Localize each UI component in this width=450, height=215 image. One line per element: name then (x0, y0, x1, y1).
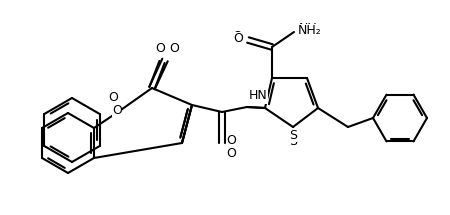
Text: O: O (108, 91, 118, 104)
Text: NH₂: NH₂ (299, 22, 323, 34)
Text: O: O (232, 31, 242, 43)
Text: HN: HN (249, 91, 268, 104)
Text: O: O (233, 32, 243, 45)
Text: NH₂: NH₂ (298, 23, 322, 37)
Text: O: O (226, 135, 236, 147)
Text: O: O (169, 42, 179, 55)
Text: S: S (289, 135, 297, 148)
Text: HN: HN (249, 89, 268, 102)
Text: O: O (226, 147, 236, 160)
Text: O: O (154, 41, 164, 54)
Text: O: O (155, 42, 165, 55)
Text: O: O (112, 103, 122, 117)
Text: S: S (289, 129, 297, 142)
